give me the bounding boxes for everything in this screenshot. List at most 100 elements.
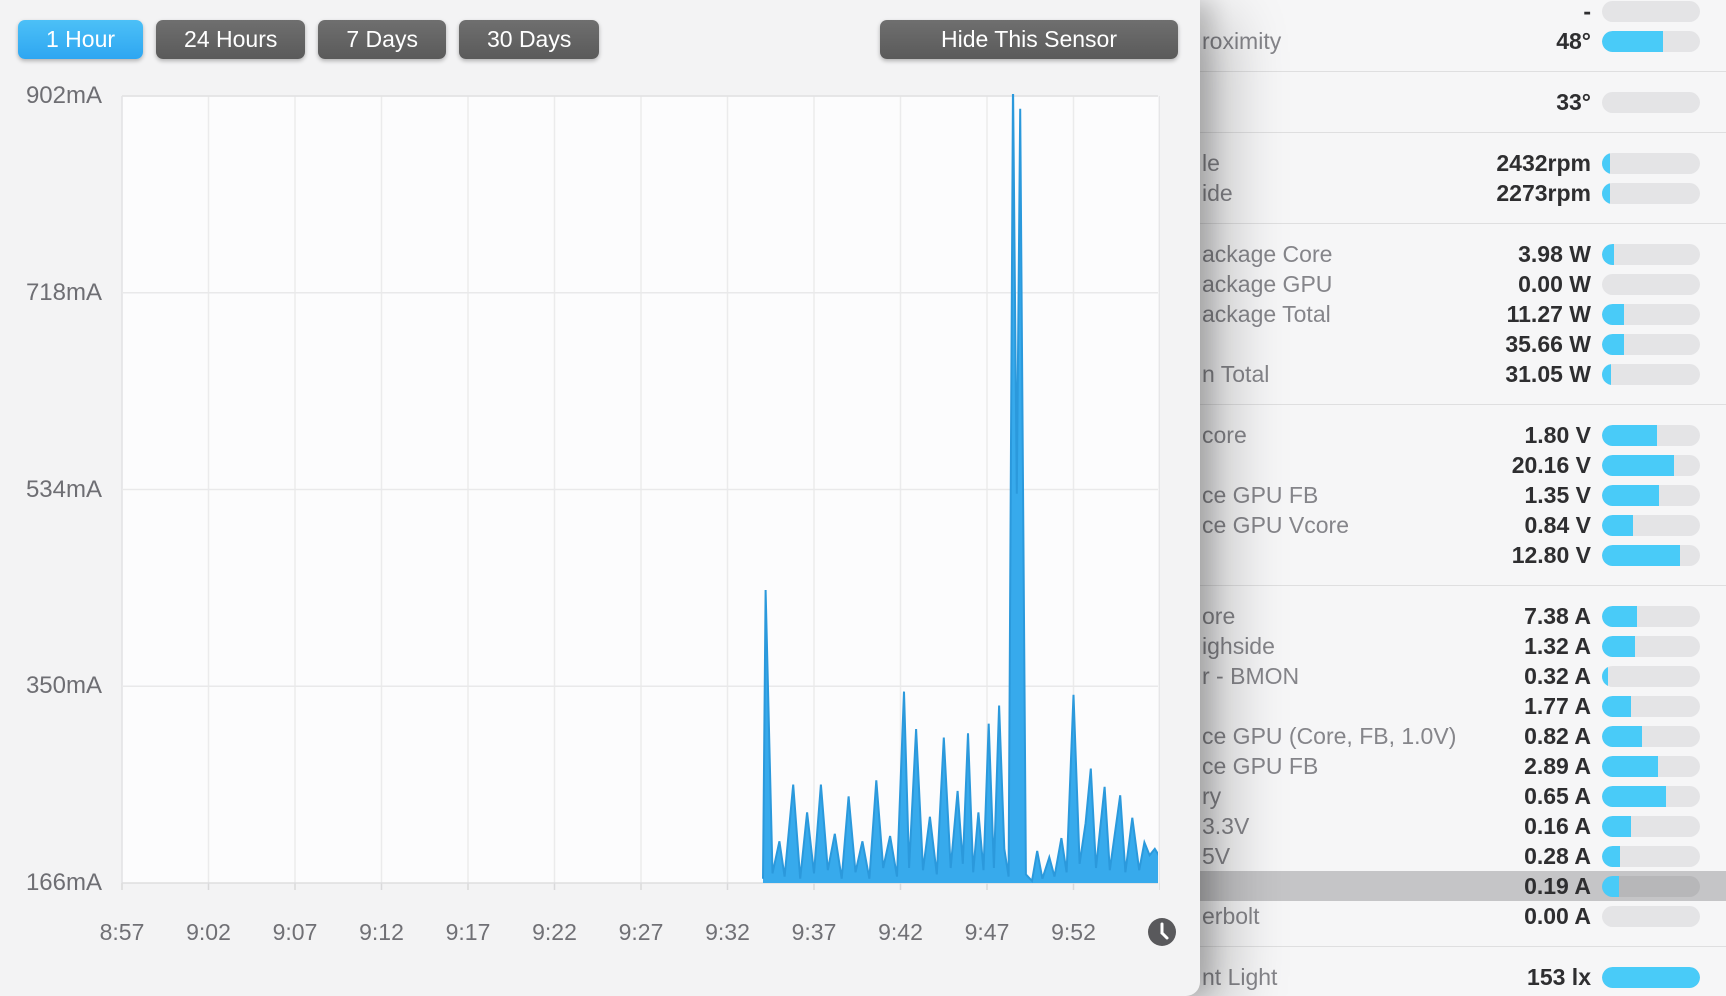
sensor-row[interactable]: ackage GPU 0.00 W [1200, 269, 1726, 299]
sensor-label: ighside [1202, 632, 1275, 659]
sensor-label: ce GPU (Core, FB, 1.0V) [1202, 722, 1457, 749]
sensor-level-bar-fill [1602, 30, 1663, 52]
hide-this-sensor-button[interactable]: Hide This Sensor [880, 20, 1178, 59]
current-history-area-chart [121, 94, 1161, 890]
sensor-row[interactable]: ackage Total 11.27 W [1200, 299, 1726, 329]
sensor-level-bar [1602, 966, 1700, 988]
sensor-level-bar [1602, 605, 1700, 627]
sensor-row[interactable]: ry 0.65 A [1200, 781, 1726, 811]
range-button-30-days[interactable]: 30 Days [458, 20, 600, 59]
range-button-7-days[interactable]: 7 Days [318, 20, 446, 59]
sensor-row[interactable]: ackage Core 3.98 W [1200, 239, 1726, 269]
sensor-level-bar [1602, 875, 1700, 897]
sensor-label: ackage GPU [1202, 270, 1333, 297]
time-range-toolbar: 1 Hour 24 Hours 7 Days 30 Days [18, 20, 600, 59]
sensor-level-bar-fill [1602, 363, 1611, 385]
sensor-row-selected[interactable]: 0.19 A [1200, 871, 1726, 901]
sensor-value: 0.00 W [1518, 270, 1591, 297]
sensor-row[interactable]: ore 7.38 A [1200, 601, 1726, 631]
sensor-label: ce GPU FB [1202, 481, 1319, 508]
sensor-label: 3.3V [1202, 812, 1250, 839]
sensor-row[interactable]: 12.80 V [1200, 540, 1726, 570]
sensor-level-bar-fill [1602, 845, 1620, 867]
sensor-row[interactable]: r - BMON 0.32 A [1200, 661, 1726, 691]
y-tick-label: 902mA [25, 82, 102, 109]
sensor-level-bar [1602, 665, 1700, 687]
sensor-label: le [1202, 149, 1220, 176]
sensor-value: 35.66 W [1505, 330, 1591, 357]
sensor-value: 0.19 A [1524, 872, 1591, 899]
sensor-row[interactable]: ce GPU FB 1.35 V [1200, 480, 1726, 510]
x-tick-label: 9:02 [186, 919, 231, 945]
sensor-row[interactable]: ce GPU Vcore 0.84 V [1200, 510, 1726, 540]
sensor-level-bar [1602, 333, 1700, 355]
sensor-value: 31.05 W [1505, 360, 1591, 387]
sensor-row[interactable]: - [1200, 0, 1726, 26]
y-tick-label: 350mA [25, 672, 102, 700]
sensor-row[interactable]: nt Light 153 lx [1200, 962, 1726, 992]
sensor-row[interactable]: ce GPU (Core, FB, 1.0V) 0.82 A [1200, 721, 1726, 751]
sensor-value: 12.80 V [1511, 541, 1591, 568]
x-tick-label: 9:42 [878, 919, 923, 945]
sensor-row[interactable]: ce GPU FB 2.89 A [1200, 751, 1726, 781]
sensor-row[interactable]: core 1.80 V [1200, 420, 1726, 450]
sensor-row[interactable]: 5V 0.28 A [1200, 841, 1726, 871]
sensor-level-bar [1602, 635, 1700, 657]
sensor-row[interactable]: 35.66 W [1200, 329, 1726, 359]
x-tick-label: 9:17 [445, 919, 491, 945]
sensor-label: ce GPU Vcore [1202, 511, 1349, 538]
sensor-label: erbolt [1202, 902, 1260, 929]
sensor-row[interactable]: 3.3V 0.16 A [1200, 811, 1726, 841]
sensor-level-bar-fill [1602, 544, 1681, 566]
sensor-value: 0.65 A [1524, 782, 1591, 809]
sensor-value: 2432rpm [1496, 149, 1591, 176]
sensor-row[interactable]: erbolt 0.00 A [1200, 901, 1726, 931]
sensor-level-bar-fill [1602, 695, 1632, 717]
sensor-value: 0.84 V [1524, 511, 1592, 538]
sensor-value: 0.28 A [1524, 842, 1591, 869]
sensor-level-bar [1602, 0, 1700, 22]
sensor-row[interactable]: 20.16 V [1200, 450, 1726, 480]
sensor-group: 33° [1200, 72, 1726, 133]
sensor-level-bar [1602, 905, 1700, 927]
x-tick-label: 9:32 [705, 919, 750, 945]
sensor-row[interactable]: ighside 1.32 A [1200, 631, 1726, 661]
sensor-label: ackage Core [1202, 240, 1333, 267]
sensor-value: 1.35 V [1524, 481, 1592, 508]
sensor-level-bar-fill [1602, 875, 1619, 897]
sensor-row[interactable]: n Total 31.05 W [1200, 359, 1726, 389]
sensor-level-bar-fill [1602, 333, 1624, 355]
sensor-level-bar [1602, 845, 1700, 867]
sensor-row[interactable]: 1.77 A [1200, 691, 1726, 721]
sensor-level-bar-fill [1602, 182, 1610, 204]
sensor-group: le 2432rpm ide 2273rpm [1200, 133, 1726, 224]
x-tick-label: 9:27 [618, 919, 664, 945]
sensor-level-bar [1602, 152, 1700, 174]
sensor-level-bar [1602, 303, 1700, 325]
clock-icon[interactable] [1148, 918, 1176, 946]
sensor-value: 2.89 A [1524, 752, 1591, 779]
sensor-level-bar-fill [1602, 152, 1610, 174]
sensor-row[interactable]: 33° [1200, 87, 1726, 117]
sensor-row[interactable]: ide 2273rpm [1200, 178, 1726, 208]
sensor-value: 1.80 V [1524, 421, 1592, 448]
y-tick-label: 166mA [25, 869, 102, 896]
sensor-value: 0.16 A [1524, 812, 1591, 839]
range-button-24-hours[interactable]: 24 Hours [156, 20, 306, 59]
range-button-1-hour[interactable]: 1 Hour [18, 20, 144, 59]
sensor-level-bar [1602, 424, 1700, 446]
sensor-level-bar [1602, 785, 1700, 807]
sensor-value: 0.00 A [1524, 902, 1591, 929]
y-tick-label: 718mA [25, 278, 102, 306]
sensor-level-bar-fill [1602, 514, 1634, 536]
sensor-value: 7.38 A [1524, 602, 1591, 629]
sensor-label: r - BMON [1202, 662, 1300, 689]
sensor-label: ce GPU FB [1202, 752, 1319, 779]
sensor-level-bar-fill [1602, 725, 1643, 747]
sensor-value: 3.98 W [1518, 240, 1591, 267]
sensor-row[interactable]: roximity 48° [1200, 26, 1726, 56]
sensor-row[interactable]: le 2432rpm [1200, 148, 1726, 178]
sensor-level-bar-fill [1602, 785, 1666, 807]
sensor-level-bar [1602, 755, 1700, 777]
